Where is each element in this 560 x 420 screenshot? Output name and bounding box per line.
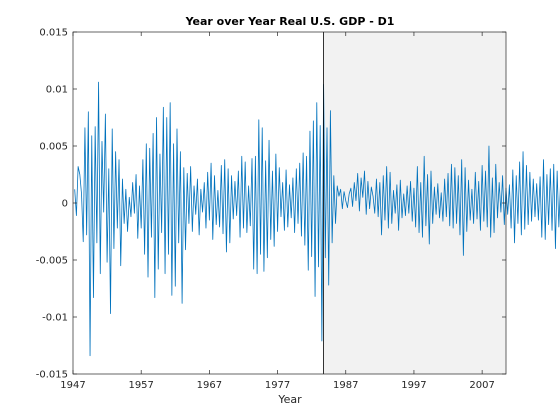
x-tick-label: 1967 (197, 380, 222, 391)
x-tick-label: 1957 (128, 380, 153, 391)
x-tick-label: 1947 (60, 380, 85, 391)
series-line-0 (74, 81, 560, 357)
chart-title: Year over Year Real U.S. GDP - D1 (185, 15, 395, 28)
y-tick-label: 0.01 (46, 85, 68, 96)
plot-area: 1947 1957 1967 1977 1987 1997 2007 -0.015 -0.01 -… (36, 28, 560, 391)
x-tick-label: 1977 (265, 380, 290, 391)
y-tick-label: -0.01 (42, 313, 68, 324)
x-tick-label: 1987 (333, 380, 358, 391)
x-axis-label: Year (277, 393, 302, 406)
x-tick-label: 2007 (469, 380, 494, 391)
y-tick-label: 0 (62, 199, 68, 210)
x-tick-label: 1997 (401, 380, 426, 391)
y-tick-label: -0.005 (36, 256, 68, 267)
y-tick-label: 0.015 (39, 28, 68, 39)
y-tick-label: -0.015 (36, 370, 68, 381)
y-tick-label: 0.005 (39, 142, 68, 153)
